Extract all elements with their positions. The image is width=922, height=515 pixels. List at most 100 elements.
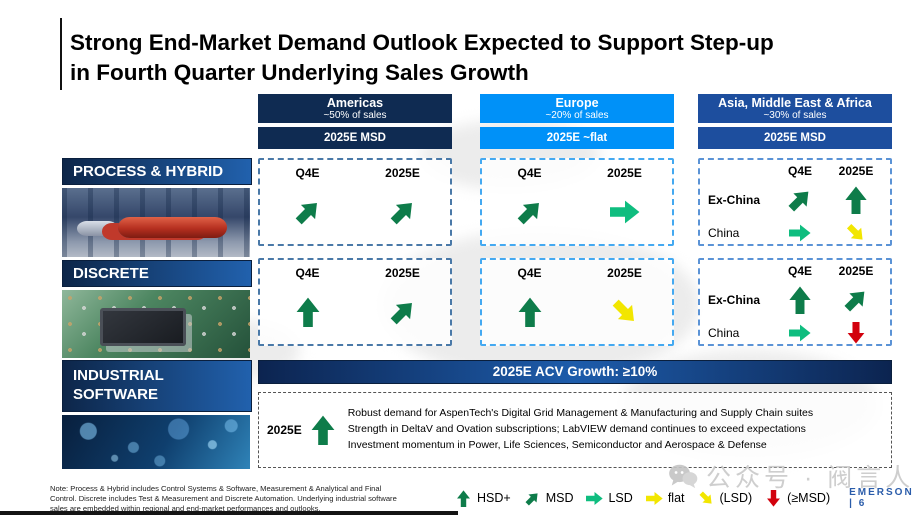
arrow-process-europe-2025e bbox=[609, 197, 640, 227]
cell-col-q4e: Q4E bbox=[787, 264, 812, 278]
arrow-glyph-hsd bbox=[308, 415, 338, 445]
arrow-glyph-msd_down bbox=[765, 489, 782, 507]
arrow-glyph-hsd bbox=[293, 297, 323, 327]
process-hybrid-photo bbox=[62, 188, 250, 257]
cell-col-2025e: 2025E bbox=[607, 266, 642, 280]
footnote-line: Control. Discrete includes Test & Measur… bbox=[50, 493, 397, 503]
region-header-asia: Asia, Middle East & Africa ~30% of sales… bbox=[698, 94, 892, 149]
arrow-discrete-americas-q4e bbox=[293, 297, 323, 327]
arrow-glyph-msd bbox=[384, 293, 421, 330]
arrow-glyph-lsd bbox=[586, 490, 604, 507]
flat-right-arrow-icon bbox=[645, 490, 663, 507]
region-head-europe: Europe ~20% of sales bbox=[480, 94, 674, 123]
region-outlook: 2025E ~flat bbox=[480, 127, 674, 149]
cell-process-asia: Q4E 2025E Ex-China China bbox=[698, 158, 892, 246]
arrow-process-asia-china-2025e bbox=[845, 222, 867, 244]
legend-item-lsd-decline: (LSD) bbox=[698, 490, 753, 507]
arrow-glyph-lsd_down bbox=[606, 293, 643, 330]
arrow-glyph-msd bbox=[384, 193, 421, 230]
footnote: Note: Process & Hybrid includes Control … bbox=[50, 484, 470, 514]
region-name: Europe bbox=[555, 96, 599, 110]
arrow-legend: HSD+ MSD LSD flat (LSD) (≥MSD) EMERSON |… bbox=[455, 487, 922, 509]
cell-col-2025e: 2025E bbox=[607, 166, 642, 180]
arrow-glyph-msd bbox=[783, 183, 818, 218]
row-label-china: China bbox=[708, 226, 740, 240]
region-share: ~20% of sales bbox=[545, 110, 609, 121]
region-header-americas: Americas ~50% of sales 2025E MSD bbox=[258, 94, 452, 149]
cell-process-europe: Q4E 2025E bbox=[480, 158, 674, 246]
page-title-line1: Strong End-Market Demand Outlook Expecte… bbox=[70, 30, 774, 55]
bottom-edge-strip bbox=[0, 511, 458, 515]
cell-col-q4e: Q4E bbox=[517, 266, 542, 280]
arrow-glyph-msd bbox=[289, 193, 326, 230]
arrow-glyph-hsd bbox=[455, 489, 472, 507]
arrow-discrete-asia-china-2025e bbox=[845, 322, 867, 344]
region-name: Americas bbox=[326, 96, 384, 110]
software-bullet: Strength in DeltaV and Ovation subscript… bbox=[347, 423, 806, 436]
region-share: ~30% of sales bbox=[763, 110, 827, 121]
photo-turbine bbox=[118, 216, 228, 238]
arrow-glyph-msd bbox=[839, 283, 874, 318]
region-header-europe: Europe ~20% of sales 2025E ~flat bbox=[480, 94, 674, 149]
legend-label: flat bbox=[667, 491, 685, 505]
region-head-americas: Americas ~50% of sales bbox=[258, 94, 452, 123]
arrow-software-2025e bbox=[308, 415, 338, 445]
arrow-glyph-lsd bbox=[609, 197, 640, 227]
emerson-brand-page-number: EMERSON | 6 bbox=[849, 487, 914, 509]
cell-discrete-europe: Q4E 2025E bbox=[480, 258, 674, 346]
legend-item-msd-decline: (≥MSD) bbox=[765, 489, 830, 507]
lsd-down-diagonal-arrow-icon bbox=[698, 490, 715, 507]
cell-col-2025e: 2025E bbox=[838, 164, 874, 178]
cell-col-q4e: Q4E bbox=[787, 164, 812, 178]
title-accent-line bbox=[60, 18, 62, 90]
legend-label: (LSD) bbox=[719, 491, 753, 505]
cell-col-q4e: Q4E bbox=[295, 166, 320, 180]
cell-col-2025e: 2025E bbox=[385, 166, 420, 180]
row-label-china: China bbox=[708, 326, 740, 340]
msd-down-arrow-icon bbox=[765, 489, 782, 507]
cell-discrete-americas: Q4E 2025E bbox=[258, 258, 452, 346]
page-title-line2: in Fourth Quarter Underlying Sales Growt… bbox=[70, 59, 529, 85]
cell-col-2025e: 2025E bbox=[385, 266, 420, 280]
segment-label-discrete: DISCRETE bbox=[62, 260, 252, 287]
acv-growth-banner: 2025E ACV Growth: ≥10% bbox=[258, 360, 892, 384]
arrow-process-europe-q4e bbox=[515, 197, 545, 227]
region-head-asia: Asia, Middle East & Africa ~30% of sales bbox=[698, 94, 892, 123]
arrow-discrete-europe-2025e bbox=[610, 297, 640, 327]
arrow-glyph-hsd bbox=[842, 186, 870, 214]
arrow-glyph-lsd bbox=[789, 322, 811, 344]
wechat-icon bbox=[669, 464, 698, 489]
hsd-up-arrow-icon bbox=[455, 489, 472, 507]
legend-item-msd: MSD bbox=[524, 490, 574, 507]
cell-col-q4e: Q4E bbox=[295, 266, 320, 280]
row-label-ex-china: Ex-China bbox=[708, 193, 761, 207]
software-bullet: Robust demand for AspenTech's Digital Gr… bbox=[347, 407, 814, 420]
arrow-glyph-lsd_down bbox=[695, 487, 716, 508]
arrow-glyph-lsd_down bbox=[842, 219, 869, 246]
legend-item-lsd: LSD bbox=[586, 490, 633, 507]
wechat-watermark: 公众号 · 阀言人 bbox=[668, 458, 914, 494]
segment-label-industrial-software: INDUSTRIAL SOFTWARE bbox=[62, 360, 252, 412]
segment-label-process-hybrid: PROCESS & HYBRID bbox=[62, 158, 252, 185]
cell-col-q4e: Q4E bbox=[517, 166, 542, 180]
arrow-discrete-americas-2025e bbox=[388, 297, 418, 327]
arrow-glyph-msd_down bbox=[845, 322, 867, 344]
photo-chip bbox=[99, 307, 187, 346]
footnote-line: sales are embedded within regional and e… bbox=[50, 503, 321, 513]
region-name: Asia, Middle East & Africa bbox=[718, 96, 872, 110]
arrow-glyph-lsd bbox=[789, 222, 811, 244]
legend-label: MSD bbox=[545, 491, 574, 505]
arrow-glyph-hsd bbox=[515, 297, 545, 327]
industrial-software-photo bbox=[62, 415, 250, 469]
arrow-discrete-europe-q4e bbox=[515, 297, 545, 327]
region-outlook: 2025E MSD bbox=[698, 127, 892, 149]
watermark-text: 公众号 · 阀言人 bbox=[706, 464, 915, 492]
discrete-photo bbox=[62, 290, 250, 358]
legend-item-hsd: HSD+ bbox=[455, 489, 511, 507]
arrow-discrete-asia-china-q4e bbox=[789, 322, 811, 344]
photo-machine bbox=[77, 221, 119, 237]
photo-bokeh bbox=[62, 415, 250, 469]
software-bullets: Robust demand for AspenTech's Digital Gr… bbox=[348, 406, 821, 453]
msd-diagonal-arrow-icon bbox=[524, 490, 541, 507]
